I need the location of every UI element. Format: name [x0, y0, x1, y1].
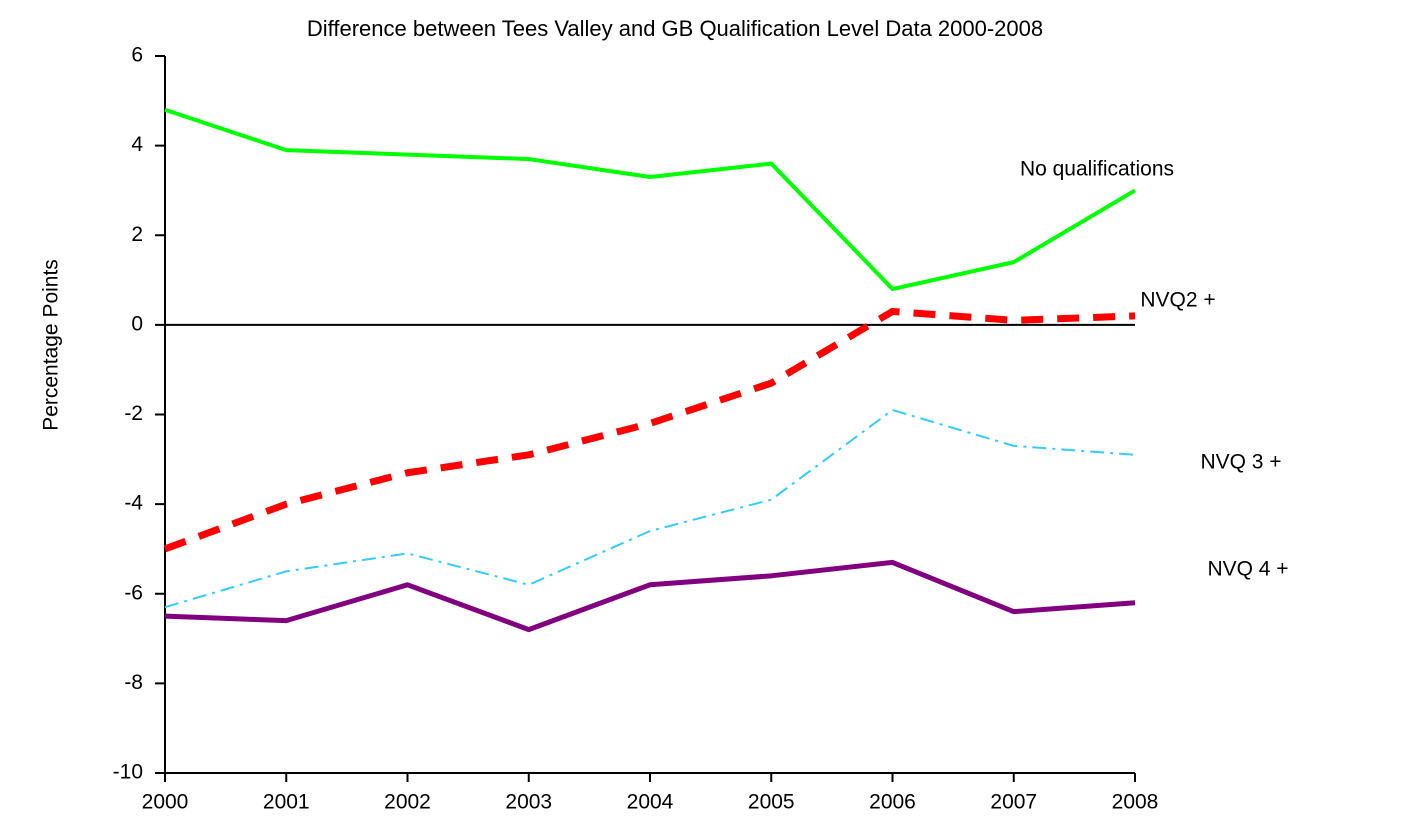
x-tick-label: 2003: [505, 791, 552, 814]
series-label: NVQ 4 +: [1207, 558, 1288, 581]
x-tick-label: 2006: [869, 791, 916, 814]
y-tick-label: 6: [131, 44, 143, 67]
chart-title: Difference between Tees Valley and GB Qu…: [307, 16, 1043, 41]
x-tick-label: 2002: [384, 791, 431, 814]
x-tick-label: 2007: [990, 791, 1037, 814]
y-tick-label: -10: [113, 761, 143, 784]
y-tick-label: -4: [124, 492, 143, 515]
series-line: [164, 559, 1136, 633]
x-tick-label: 2005: [748, 791, 795, 814]
y-tick-label: -6: [124, 581, 143, 604]
series-label: NVQ2 +: [1140, 289, 1215, 312]
x-tick-label: 2004: [627, 791, 674, 814]
series-line: [164, 409, 1136, 609]
x-tick-label: 2008: [1112, 791, 1159, 814]
y-axis-label: Percentage Points: [40, 259, 63, 431]
series-line: [164, 107, 1137, 292]
y-tick-label: -2: [124, 402, 143, 425]
y-tick-label: -8: [124, 671, 143, 694]
series-line: [163, 307, 1136, 553]
x-tick-label: 2001: [263, 791, 310, 814]
x-tick-label: 2000: [142, 791, 189, 814]
y-tick-label: 0: [131, 312, 143, 335]
y-tick-label: 4: [131, 133, 143, 156]
series-label: NVQ 3 +: [1200, 451, 1281, 474]
y-tick-label: 2: [131, 223, 143, 246]
series-label: No qualifications: [1020, 158, 1174, 181]
